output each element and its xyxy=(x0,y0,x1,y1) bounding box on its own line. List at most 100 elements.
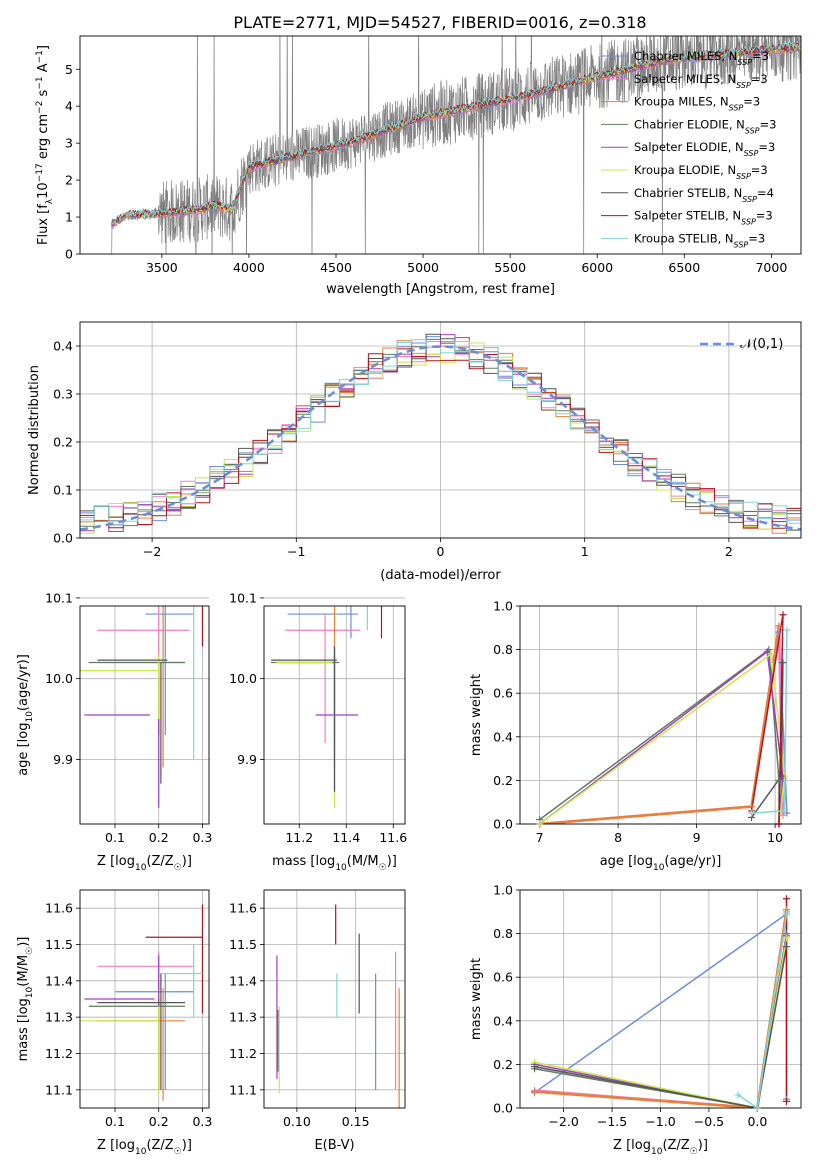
z-weight-marker xyxy=(734,1091,742,1099)
residuals-ylabel: Normed distribution xyxy=(27,365,42,495)
residuals-ytick-label: 0.3 xyxy=(53,387,73,402)
z-mass-ylabel: mass [log10(M/M☉)] xyxy=(16,937,35,1062)
z-weight-ylabel: mass weight xyxy=(469,958,484,1040)
z-weight-marker xyxy=(531,1088,539,1096)
spectrum-xlabel: wavelength [Angstrom, rest frame] xyxy=(326,282,555,297)
residuals-panel: −2 −1 0 1 2 0.0 0.1 0.2 0.3 0.4 𝒩(0,1) (data-model)… xyxy=(27,321,802,583)
z-weight-panel: −2.0 −1.5 −1.0 −0.5 0.0 0.0 0.2 0.4 0.6 0.8 1.0 Z [… xyxy=(469,883,802,1157)
age-weight-marker xyxy=(775,622,783,630)
age-weight-xtick-label: 8 xyxy=(614,830,622,845)
z-weight-xtick-label: 0.0 xyxy=(747,1114,767,1129)
z-weight-series-line xyxy=(534,937,788,1108)
z-age-frame xyxy=(79,605,210,825)
legend-entry: Salpeter MILES, NSSP=3 xyxy=(634,72,768,90)
mass-age-ytick-label: 10.1 xyxy=(229,590,257,605)
ebv-mass-frame xyxy=(263,889,406,1109)
age-weight-marker xyxy=(763,648,771,656)
spectrum-ytick-label: 3 xyxy=(65,136,73,151)
spectrum-xtick-label: 4000 xyxy=(233,260,265,275)
z-age-plot-area xyxy=(80,606,204,808)
residual-histogram xyxy=(80,341,801,534)
ebv-mass-ytick-label: 11.2 xyxy=(229,1046,257,1061)
legend-entry: Salpeter STELIB, NSSP=3 xyxy=(634,209,773,227)
mass-age-ytick-label: 10.0 xyxy=(229,671,257,686)
spectrum-ylabel: Flux [fλ10−17 erg cm−2 s−1 A−1] xyxy=(35,45,55,245)
mass-age-ytick-label: 9.9 xyxy=(237,752,257,767)
residuals-plot-area xyxy=(80,333,801,534)
age-weight-marker xyxy=(783,626,791,634)
z-weight-xtick-label: −2.0 xyxy=(548,1114,578,1129)
ebv-mass-plot-area xyxy=(276,904,400,1108)
mass-age-frame xyxy=(263,605,406,825)
age-weight-marker xyxy=(775,820,783,828)
z-weight-marker xyxy=(531,1063,539,1071)
z-weight-ytick-label: 0.6 xyxy=(493,970,513,985)
spectrum-ytick-label: 2 xyxy=(65,173,73,188)
z-weight-ytick-label: 0.0 xyxy=(493,1101,513,1116)
legend-entry: Kroupa MILES, NSSP=3 xyxy=(634,95,760,113)
spectrum-model-line xyxy=(110,41,801,227)
spectrum-xtick-label: 7000 xyxy=(755,260,787,275)
mass-age-xtick-label: 11.2 xyxy=(285,830,313,845)
spectrum-ytick-label: 5 xyxy=(65,62,73,77)
age-weight-frame xyxy=(519,605,802,825)
z-weight-ytick-label: 0.4 xyxy=(493,1013,513,1028)
residuals-xtick-label: 2 xyxy=(725,544,733,559)
spectrum-ytick-label: 4 xyxy=(65,99,73,114)
spectrum-ytick-label: 0 xyxy=(65,247,73,262)
z-mass-ytick-label: 11.1 xyxy=(45,1082,73,1097)
ebv-mass-xtick-label: 0.15 xyxy=(342,1114,370,1129)
normal-legend-label: 𝒩(0,1) xyxy=(740,337,783,352)
age-weight-xtick-label: 10 xyxy=(767,830,783,845)
residuals-ytick-label: 0.4 xyxy=(53,339,73,354)
mass-age-xtick-label: 11.6 xyxy=(379,830,407,845)
ebv-mass-ytick-label: 11.3 xyxy=(229,1010,257,1025)
age-weight-ytick-label: 0.0 xyxy=(493,817,513,832)
age-weight-plot-area xyxy=(539,614,788,824)
age-weight-ytick-label: 0.8 xyxy=(493,642,513,657)
legend-entry: Chabrier STELIB, NSSP=4 xyxy=(634,186,774,204)
spectrum-xtick-label: 5000 xyxy=(407,260,439,275)
z-age-ytick-label: 10.1 xyxy=(45,590,73,605)
legend-entry: Chabrier MILES, NSSP=3 xyxy=(634,49,769,67)
z-weight-ytick-label: 0.2 xyxy=(493,1057,513,1072)
ebv-mass-xlabel: E(B-V) xyxy=(314,1138,354,1153)
normal-reference-curve xyxy=(80,345,801,531)
z-weight-marker xyxy=(782,910,790,918)
spectrum-plot-area xyxy=(110,36,801,254)
z-mass-xlabel: Z [log10(Z/Z☉)] xyxy=(97,1138,192,1157)
z-age-ytick-label: 10.0 xyxy=(45,671,73,686)
z-age-xtick-label: 0.1 xyxy=(105,830,125,845)
z-weight-frame xyxy=(519,889,802,1109)
z-mass-ytick-label: 11.6 xyxy=(45,901,73,916)
z-mass-ytick-label: 11.2 xyxy=(45,1046,73,1061)
residual-histogram xyxy=(80,333,801,523)
age-weight-panel: 7 8 9 10 0.0 0.2 0.4 0.6 0.8 1.0 age [log10(age/yr… xyxy=(469,599,802,873)
legend-entry: Salpeter ELODIE, NSSP=3 xyxy=(634,140,775,158)
mass-age-plot-area xyxy=(271,606,383,808)
mass-age-panel: 11.2 11.4 11.6 9.9 10.0 10.1 mass [log10(M/M☉)… xyxy=(229,590,407,873)
ebv-mass-panel: 0.10 0.15 11.1 11.2 11.3 11.4 11.5 11.6 E(B-V) xyxy=(229,889,406,1153)
residuals-xtick-label: 1 xyxy=(581,544,589,559)
ebv-mass-ytick-label: 11.6 xyxy=(229,901,257,916)
z-age-xtick-label: 0.3 xyxy=(192,830,212,845)
age-weight-marker xyxy=(779,611,787,619)
age-weight-ytick-label: 0.6 xyxy=(493,686,513,701)
spectrum-model-line xyxy=(110,42,801,227)
z-age-xlabel: Z [log10(Z/Z☉)] xyxy=(97,854,192,873)
spectrum-xtick-label: 4500 xyxy=(320,260,352,275)
age-weight-marker xyxy=(779,659,787,667)
age-weight-xtick-label: 7 xyxy=(536,830,544,845)
z-age-ylabel: age [log10(age/yr)] xyxy=(16,654,35,776)
z-age-xtick-label: 0.2 xyxy=(149,830,169,845)
age-weight-marker xyxy=(777,772,785,780)
z-weight-xtick-label: −1.0 xyxy=(645,1114,675,1129)
ebv-mass-ytick-label: 11.1 xyxy=(229,1082,257,1097)
spectrum-data-line xyxy=(111,36,801,254)
spectrum-ytick-label: 1 xyxy=(65,210,73,225)
z-mass-plot-area xyxy=(80,904,204,1101)
age-weight-ytick-label: 0.2 xyxy=(493,773,513,788)
spectrum-xtick-label: 6000 xyxy=(581,260,613,275)
z-mass-xtick-label: 0.1 xyxy=(105,1114,125,1129)
z-weight-xtick-label: −0.5 xyxy=(694,1114,724,1129)
